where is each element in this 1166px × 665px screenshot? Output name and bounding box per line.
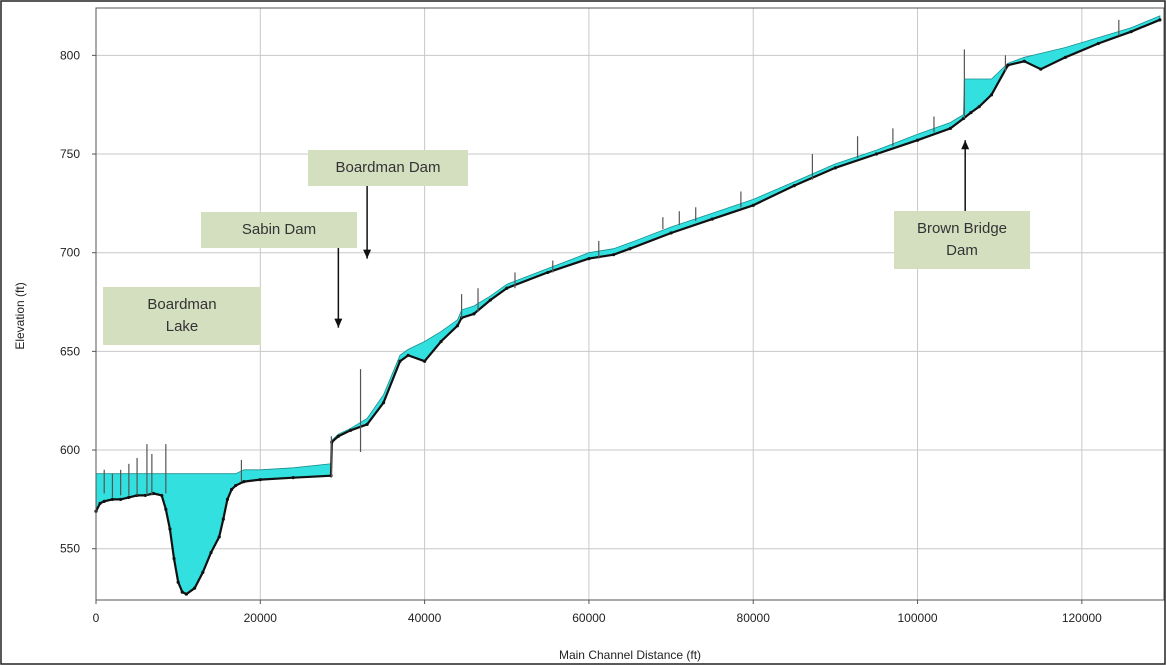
y-tick-label: 750 [60, 147, 80, 161]
bed-point [172, 556, 176, 561]
x-tick-label: 120000 [1062, 611, 1102, 625]
annotation-arrows [334, 140, 970, 328]
annotation-boardman-lake: Boardman Lake [103, 287, 261, 345]
bed-point [710, 217, 714, 221]
annotation-boardman-dam: Boardman Dam [308, 150, 468, 186]
bed-point [119, 497, 123, 501]
bed-point [110, 497, 115, 501]
annotation-brown-bridge-dam: Brown Bridge Dam [894, 211, 1030, 269]
bed-point [291, 476, 295, 480]
channel-bed-line [94, 18, 1162, 596]
bed-point [751, 203, 755, 207]
bed-point [184, 592, 188, 596]
bed-point [242, 480, 246, 484]
plot-frame [95, 7, 1165, 601]
bed-point [349, 428, 353, 432]
y-axis-label: Elevation (ft) [13, 282, 27, 349]
arrow-head [334, 318, 343, 328]
bed-point [143, 493, 147, 498]
bed-point [1063, 55, 1068, 59]
y-tick-label: 550 [60, 542, 80, 556]
bed-point [258, 478, 262, 482]
y-tick-label: 700 [60, 246, 80, 260]
bed-point [209, 551, 213, 555]
bed-point [1006, 63, 1010, 67]
cross-section-markers [103, 19, 1120, 498]
bed-point [221, 517, 225, 521]
y-tick-label: 650 [60, 344, 80, 358]
bed-point [792, 184, 796, 188]
arrow-head [363, 249, 372, 259]
bed-point [948, 126, 953, 130]
bed-point [406, 353, 410, 357]
y-tick-label: 600 [60, 443, 80, 457]
x-tick-label: 40000 [408, 611, 442, 625]
bed-point [151, 491, 156, 496]
bed-point [1129, 30, 1133, 34]
arrow-head [961, 140, 970, 150]
x-tick-label: 60000 [572, 611, 606, 625]
y-axis-ticks: 550 600 650 700 750 800 [60, 48, 96, 556]
bed-point [505, 286, 509, 290]
bed-point [180, 590, 184, 594]
bed-point [201, 570, 205, 574]
annotation-sabin-dam: Sabin Dam [201, 212, 357, 248]
bed-point [833, 166, 837, 170]
bed-point [176, 580, 180, 584]
bed-point [336, 434, 340, 438]
bed-point [669, 231, 673, 235]
bed-point [398, 359, 402, 363]
bed-point [1096, 41, 1100, 46]
bed-point [102, 499, 106, 503]
bed-point [127, 495, 131, 499]
bed-point [628, 247, 632, 251]
bed-point [229, 487, 234, 492]
bed-point [98, 501, 102, 505]
bed-point [168, 527, 172, 531]
bed-point [611, 253, 616, 257]
bed-point [1158, 18, 1162, 22]
bed-point [423, 359, 427, 363]
bed-point [472, 312, 476, 316]
bed-point [969, 110, 973, 115]
bed-point [217, 535, 221, 539]
bed-point [455, 324, 460, 328]
bed-point [234, 483, 238, 488]
x-tick-label: 0 [93, 611, 100, 625]
x-tick-label: 20000 [244, 611, 278, 625]
bed-point [164, 507, 168, 511]
bed-point [488, 298, 492, 302]
bed-point [225, 497, 230, 501]
x-axis-ticks: 0 20000 40000 60000 80000 100000 120000 [93, 600, 1102, 625]
x-tick-label: 100000 [898, 611, 938, 625]
bed-point [1039, 67, 1043, 71]
bed-point [381, 401, 386, 405]
bed-point [192, 586, 197, 590]
bed-point [874, 152, 879, 156]
y-tick-label: 800 [60, 48, 80, 62]
bed-point [587, 257, 591, 261]
x-axis-label: Main Channel Distance (ft) [559, 648, 701, 662]
x-tick-label: 80000 [737, 611, 771, 625]
bed-point [546, 270, 550, 275]
bed-point [160, 493, 164, 498]
bed-point [989, 93, 994, 97]
bed-point [977, 105, 981, 109]
bed-point [915, 138, 920, 142]
bed-point [439, 339, 443, 344]
bed-point [1022, 59, 1026, 63]
bed-point [365, 422, 369, 426]
